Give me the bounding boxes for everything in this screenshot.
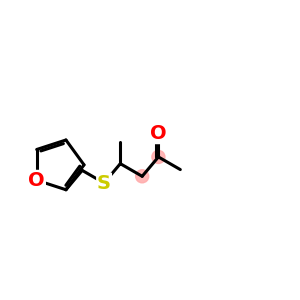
Text: O: O [28,171,45,190]
Text: S: S [97,173,111,193]
Text: O: O [150,124,167,143]
Circle shape [136,170,149,183]
Circle shape [152,150,165,164]
